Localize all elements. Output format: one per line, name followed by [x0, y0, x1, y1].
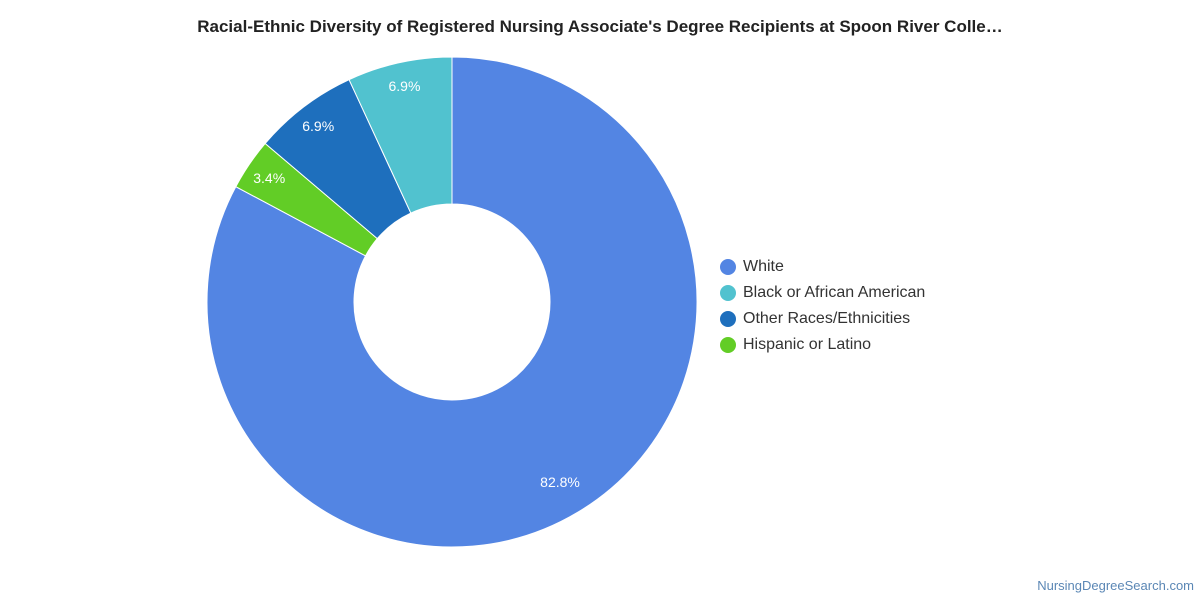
- legend-item-hispanic-or-latino[interactable]: Hispanic or Latino: [720, 332, 925, 358]
- chart-title: Racial-Ethnic Diversity of Registered Nu…: [197, 17, 1003, 36]
- legend-label: Other Races/Ethnicities: [743, 310, 911, 327]
- site-credit[interactable]: NursingDegreeSearch.com: [1037, 578, 1194, 593]
- legend-label: Hispanic or Latino: [743, 336, 872, 353]
- slice-white[interactable]: [206, 56, 698, 548]
- legend-label: Black or African American: [743, 284, 926, 301]
- legend-swatch: [720, 259, 736, 275]
- data-label-other-races-ethnicities: 6.9%: [302, 118, 334, 134]
- data-label-white: 82.8%: [540, 474, 580, 490]
- chart-legend: White Black or African American Other Ra…: [720, 254, 925, 358]
- legend-item-white[interactable]: White: [720, 254, 925, 280]
- legend-item-other-races-ethnicities[interactable]: Other Races/Ethnicities: [720, 306, 925, 332]
- data-label-hispanic-or-latino: 3.4%: [253, 170, 285, 186]
- legend-swatch: [720, 311, 736, 327]
- legend-item-black-or-african-american[interactable]: Black or African American: [720, 280, 925, 306]
- legend-swatch: [720, 285, 736, 301]
- data-label-black-or-african-american: 6.9%: [389, 78, 421, 94]
- legend-label: White: [743, 258, 784, 275]
- slice-black-or-african-american[interactable]: [348, 56, 453, 214]
- legend-swatch: [720, 337, 736, 353]
